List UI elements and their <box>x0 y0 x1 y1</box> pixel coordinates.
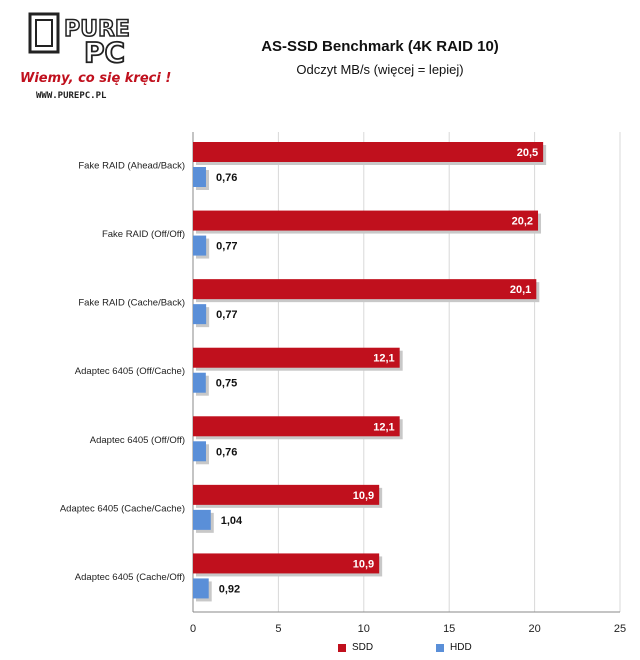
logo-url: WWW.PUREPC.PL <box>36 91 107 101</box>
category-label: Adaptec 6405 (Off/Off) <box>90 435 185 446</box>
chart-subtitle: Odczyt MB/s (więcej = lepiej) <box>296 62 464 77</box>
bar-hdd <box>193 578 209 599</box>
bar-sdd <box>193 553 380 574</box>
category-label: Fake RAID (Off/Off) <box>102 229 185 240</box>
data-label-sdd: 10,9 <box>353 558 374 570</box>
x-tick-label: 0 <box>190 623 196 635</box>
bar-hdd <box>193 304 207 325</box>
chart-legend: SDD HDD <box>0 642 640 656</box>
data-label-hdd: 0,76 <box>216 446 237 458</box>
data-label-hdd: 1,04 <box>221 515 243 527</box>
bar-hdd <box>193 235 207 256</box>
x-tick-label: 5 <box>275 623 281 635</box>
legend-item-hdd: HDD <box>436 642 472 653</box>
data-label-hdd: 0,75 <box>216 378 237 390</box>
chart-title: AS-SSD Benchmark (4K RAID 10) <box>261 38 499 55</box>
category-label: Adaptec 6405 (Cache/Cache) <box>60 503 185 514</box>
legend-label-sdd: SDD <box>352 642 374 653</box>
data-label-sdd: 20,2 <box>512 216 533 228</box>
bar-hdd <box>193 372 206 393</box>
bar-sdd <box>193 347 400 368</box>
data-label-hdd: 0,77 <box>216 309 237 321</box>
data-label-sdd: 12,1 <box>373 353 394 365</box>
data-label-hdd: 0,76 <box>216 172 237 184</box>
logo-brand-top: PURE <box>64 17 130 42</box>
bar-sdd <box>193 484 380 505</box>
x-tick-label: 20 <box>528 623 540 635</box>
data-label-sdd: 12,1 <box>373 421 394 433</box>
bar-hdd <box>193 441 206 462</box>
bar-sdd <box>193 210 539 231</box>
bar-hdd <box>193 509 211 530</box>
data-label-hdd: 0,92 <box>219 583 240 595</box>
bar-hdd <box>193 167 206 187</box>
logo-brand-bottom: PC <box>84 36 125 69</box>
category-label: Adaptec 6405 (Off/Cache) <box>75 366 185 377</box>
category-label: Fake RAID (Ahead/Back) <box>78 161 185 172</box>
data-label-sdd: 20,1 <box>510 284 531 296</box>
bar-sdd <box>193 142 544 162</box>
legend-item-sdd: SDD <box>338 642 373 653</box>
legend-label-hdd: HDD <box>450 642 472 653</box>
bar-sdd <box>193 279 537 300</box>
x-tick-label: 25 <box>614 623 626 635</box>
legend-swatch-hdd <box>436 643 444 652</box>
x-tick-label: 15 <box>443 623 455 635</box>
legend-swatch-sdd <box>338 643 346 652</box>
x-tick-label: 10 <box>358 623 370 635</box>
bar-chart: 0 5 10 15 20 25 Fake RAID (Ahead/Back) 20,5 0,76… <box>60 132 626 635</box>
category-label: Adaptec 6405 (Cache/Off) <box>75 572 185 583</box>
data-label-sdd: 20,5 <box>517 147 538 159</box>
data-label-sdd: 10,9 <box>353 490 374 502</box>
data-label-hdd: 0,77 <box>216 241 237 253</box>
logo-slogan: Wiemy, co się kręci ! <box>20 71 171 86</box>
bar-sdd <box>193 416 400 437</box>
purepc-logo: PURE PC Wiemy, co się kręci ! WWW.PUREPC… <box>20 12 171 101</box>
category-label: Fake RAID (Cache/Back) <box>78 298 185 309</box>
